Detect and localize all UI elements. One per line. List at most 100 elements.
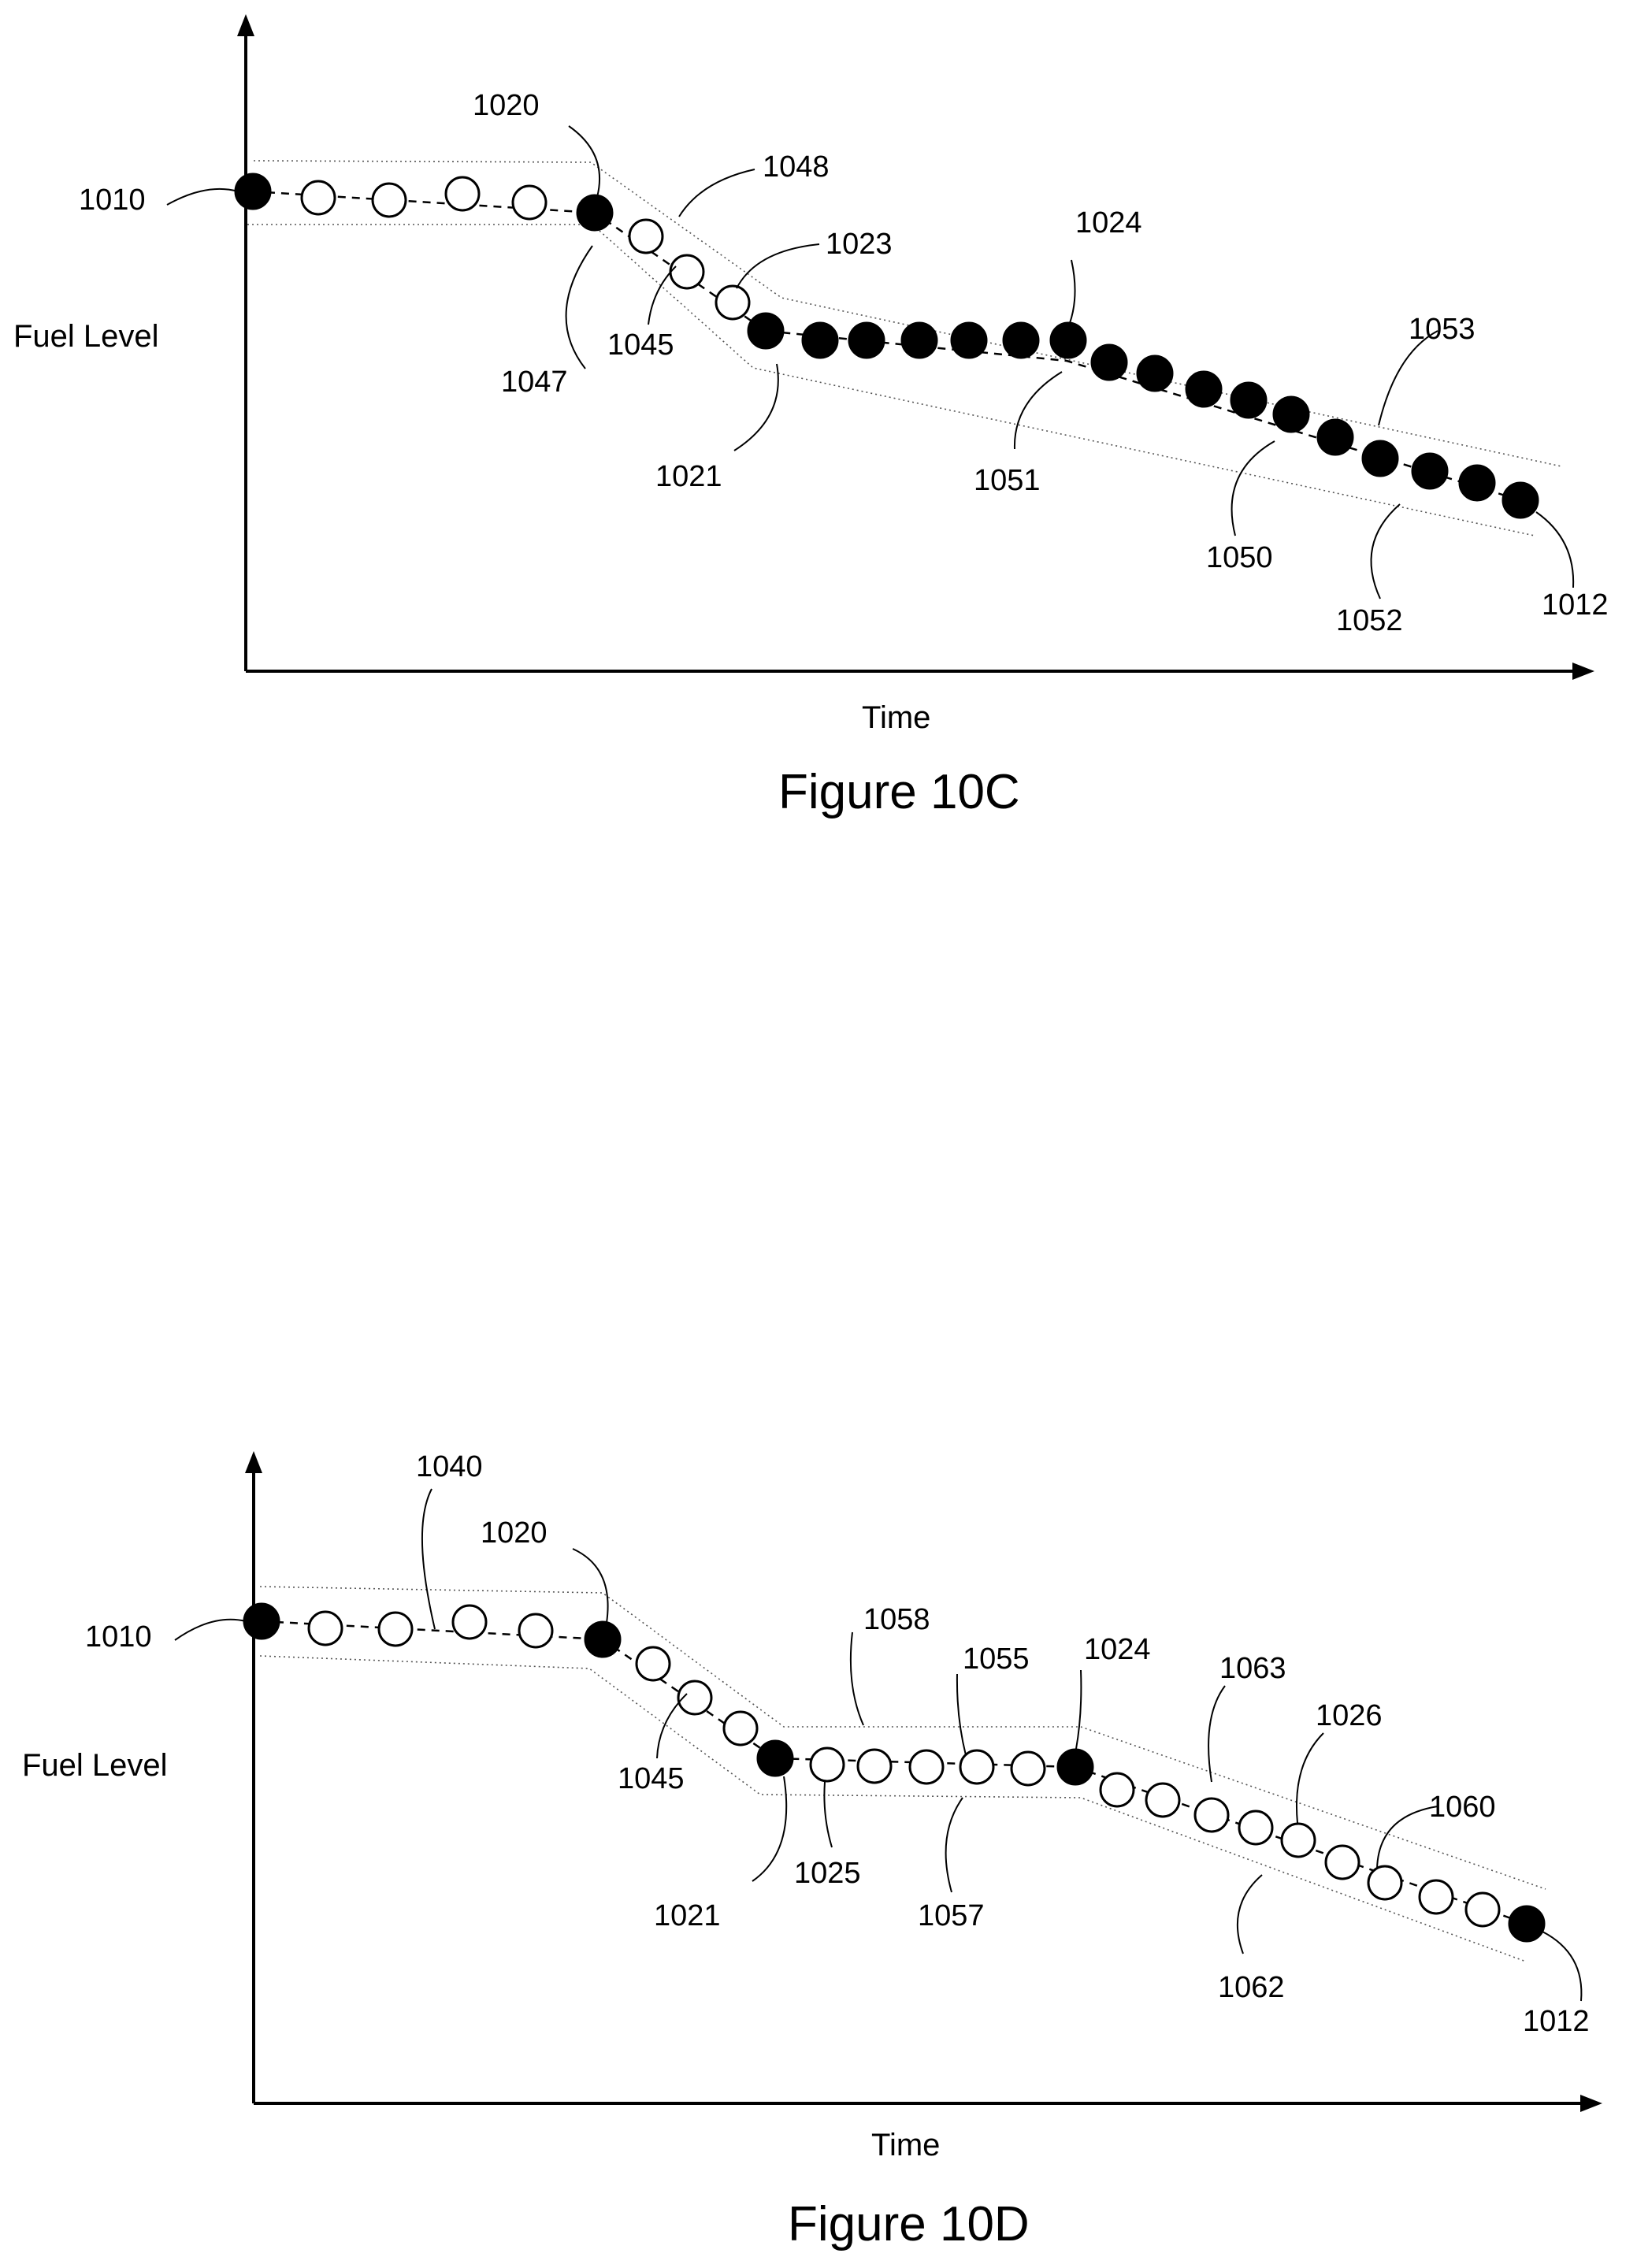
leader-1050 [1231,440,1275,536]
point [801,321,839,359]
point-1021 [756,1739,794,1777]
ref-1026: 1026 [1316,1699,1383,1732]
ref-1062: 1062 [1218,1971,1285,2004]
ref-1045: 1045 [607,329,674,362]
leader-1025 [823,1781,833,1848]
point [848,321,885,359]
leader-1012 [1535,511,1575,588]
ref-1020: 1020 [473,89,540,122]
leader-1024 [1075,1669,1082,1750]
point [1367,1865,1403,1901]
point-1012 [1508,1905,1546,1943]
point [1238,1810,1274,1846]
x-axis-label: Time [862,700,930,735]
leader-1053 [1378,330,1438,426]
y-axis-arrowhead [245,1451,262,1473]
point [1316,418,1354,456]
x-axis-arrowhead [1580,2095,1602,2112]
ref-1020: 1020 [481,1516,548,1550]
leader-1063 [1208,1685,1226,1783]
leader-1023 [736,243,820,289]
leader-1048 [678,169,755,217]
ref-1057: 1057 [918,1899,985,1932]
ref-1047: 1047 [501,366,568,399]
point [722,1710,759,1746]
leader-1058 [849,1631,864,1726]
point-1010 [234,173,272,210]
point-1026 [1280,1822,1316,1858]
leader-1024 [1069,259,1076,324]
ref-1025: 1025 [794,1857,861,1890]
point-1020 [576,194,614,232]
leader-1012 [1542,1931,1583,2002]
ref-1012: 1012 [1523,2005,1590,2038]
y-axis-label: Fuel Level [22,1748,168,1783]
point [1193,1797,1230,1833]
point [518,1613,554,1649]
point [959,1749,995,1785]
data-points-10c [234,173,1539,519]
point [1458,464,1496,502]
point-1024 [1056,1748,1094,1786]
reference-labels-10d: 1040 1020 1010 1058 1055 1024 1063 1026 … [85,1450,1590,2038]
ref-1048: 1048 [763,150,830,184]
point-1024 [1049,321,1087,359]
point-1025 [809,1746,845,1783]
point [1002,321,1040,359]
leader-lines-10c [166,125,1575,599]
point [1411,452,1449,490]
leader-lines-10d [174,1488,1583,2002]
point [669,254,705,290]
point [1361,440,1399,477]
leader-1020 [568,125,600,198]
point [1230,381,1268,419]
point [444,176,481,212]
ref-1051: 1051 [974,464,1041,497]
leader-1057 [945,1797,963,1893]
leader-1021 [752,1776,788,1882]
leader-1021 [733,363,779,451]
leader-1047 [565,245,593,369]
leader-1010 [174,1618,247,1641]
ref-1024: 1024 [1084,1633,1151,1666]
leader-1062 [1236,1874,1263,1954]
leader-1040 [421,1488,436,1630]
ref-1052: 1052 [1336,604,1403,637]
ref-1023: 1023 [826,228,893,261]
point [371,182,407,218]
ref-1021: 1021 [655,460,722,493]
upper-band-1058-1063 [259,1586,1546,1890]
point [307,1610,343,1646]
point [628,218,664,254]
reference-labels-10c: 1010 1020 1048 1023 1024 1053 1047 1045 … [79,89,1609,637]
point-1023 [715,284,751,321]
ref-1063: 1063 [1219,1652,1286,1685]
ref-1024: 1024 [1075,206,1142,239]
leader-1010 [166,187,239,206]
x-axis-arrowhead [1572,663,1594,680]
point [1136,354,1174,392]
figure-10c: 1010 1020 1048 1023 1024 1053 1047 1045 … [13,14,1609,819]
point [1145,1782,1181,1818]
point [377,1611,414,1647]
trend-line [252,190,1521,502]
point [1464,1891,1501,1928]
x-axis-label: Time [871,2128,940,2162]
y-axis-arrowhead [237,14,254,36]
point [908,1749,945,1785]
point [856,1748,893,1784]
point [300,180,336,216]
leader-1026 [1295,1732,1324,1824]
point [1090,343,1128,381]
figure-caption: Figure 10C [778,765,1020,819]
point [1272,395,1310,433]
point [1099,1772,1135,1808]
ref-1050: 1050 [1206,541,1273,574]
ref-1010: 1010 [85,1620,152,1654]
ref-1012: 1012 [1542,588,1609,622]
leader-1060 [1376,1806,1438,1869]
point [1185,370,1223,408]
leader-1052 [1370,503,1401,599]
point [635,1646,671,1682]
